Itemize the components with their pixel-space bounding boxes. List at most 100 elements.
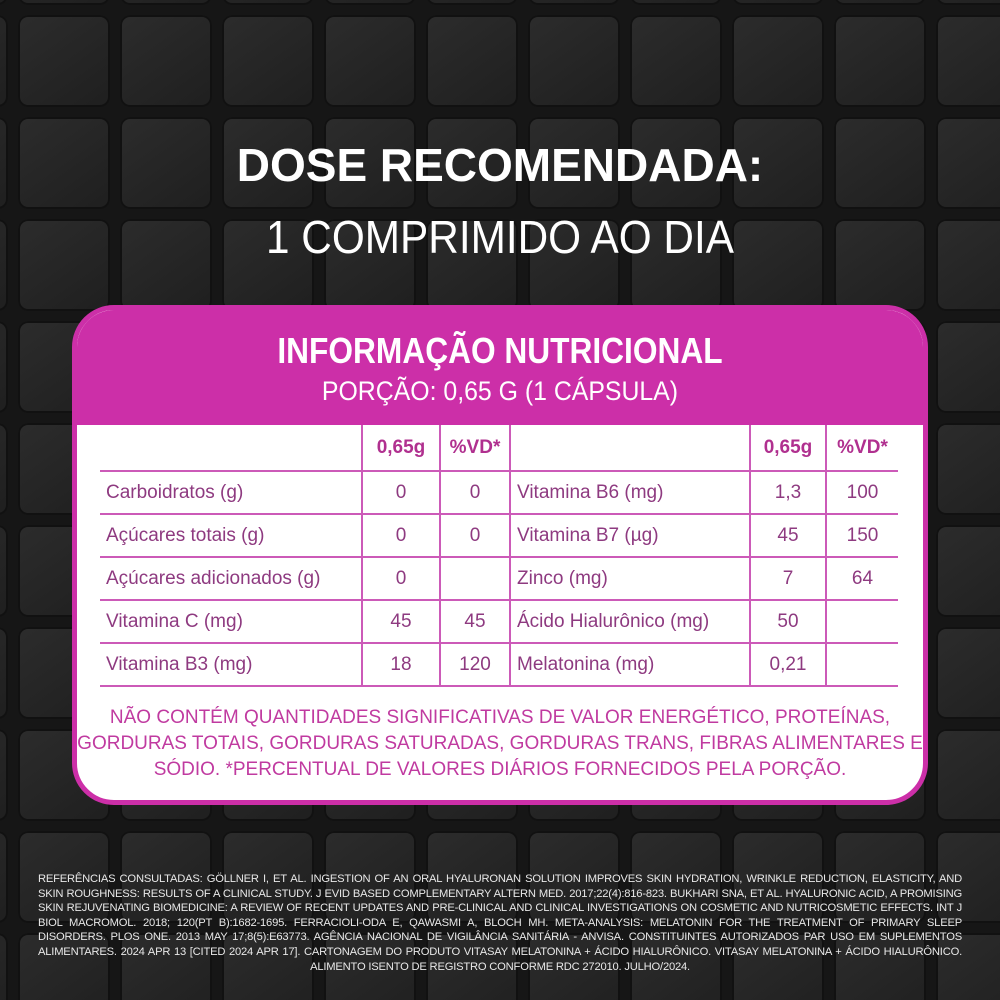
background-tile [222,831,314,923]
background-tile [0,525,8,617]
table-row: Vitamina C (mg) 45 45 Ácido Hialurônico (mg… [100,600,898,644]
background-tile [732,15,824,107]
background-tile [732,831,824,923]
background-tile [936,729,1000,821]
background-tile [0,15,8,107]
nutrient-vd: 150 [825,514,898,558]
nutrient-amount: 50 [749,600,826,644]
nutrition-table: 0,65g %VD* 0,65g %VD* Carboidratos (g) 0 0… [100,425,898,687]
nutrient-vd: 0 [439,514,510,558]
background-tile [426,219,518,311]
background-tile [528,933,620,1000]
background-tile [426,15,518,107]
background-tile [324,117,416,209]
nutrient-name: Vitamina B3 (mg) [100,643,362,687]
background-tile [0,117,8,209]
background-tile [324,933,416,1000]
background-tile [936,525,1000,617]
nutrition-header: INFORMAÇÃO NUTRICIONAL PORÇÃO: 0,65 G (1… [77,310,923,425]
nutrition-footnote: NÃO CONTÉM QUANTIDADES SIGNIFICATIVAS DE… [77,707,923,780]
background-tile [732,117,824,209]
background-tile [0,219,8,311]
dose-title: DOSE RECOMENDADA: [236,139,764,191]
background-tile [120,0,212,5]
background-tile [426,933,518,1000]
background-tile [0,933,8,1000]
background-tile [732,0,824,5]
background-tile [630,831,722,923]
background-tile [528,15,620,107]
background-tile [630,933,722,1000]
background-tile [936,321,1000,413]
background-tile [936,0,1000,5]
background-tile [834,933,926,1000]
background-tile [834,219,926,311]
background-tile [18,0,110,5]
nutrient-amount: 0,21 [749,643,826,687]
background-tile [18,933,110,1000]
nutrient-vd: 100 [825,471,898,515]
nutrient-name: Melatonina (mg) [509,643,750,687]
nutrient-amount: 1,3 [749,471,826,515]
background-tile [0,0,8,5]
background-tile [0,321,8,413]
background-tile [222,0,314,5]
nutrient-vd: 0 [439,471,510,515]
background-tile [426,117,518,209]
header-amount: 0,65g [749,425,826,472]
nutrition-card: INFORMAÇÃO NUTRICIONAL PORÇÃO: 0,65 G (1… [72,305,928,805]
nutrient-amount: 0 [361,471,440,515]
table-header-row: 0,65g %VD* 0,65g %VD* [100,425,898,472]
background-tile [426,831,518,923]
background-tile [630,117,722,209]
header-amount: 0,65g [361,425,440,472]
background-tile [834,117,926,209]
nutrient-name: Vitamina B7 (µg) [509,514,750,558]
table-row: Vitamina B3 (mg) 18 120 Melatonina (mg) 0,21 [100,643,898,687]
nutrition-title: INFORMAÇÃO NUTRICIONAL [277,330,723,371]
background-tile [18,117,110,209]
nutrient-amount: 45 [361,600,440,644]
background-tile [834,831,926,923]
background-tile [528,219,620,311]
background-tile [120,15,212,107]
nutrient-name: Açúcares adicionados (g) [100,557,362,601]
background-tile [18,219,110,311]
background-tile [120,117,212,209]
table-row: Carboidratos (g) 0 0 Vitamina B6 (mg) 1,3 100 [100,471,898,515]
header-vd: %VD* [825,425,898,472]
background-tile [630,219,722,311]
nutrient-vd [439,557,510,601]
background-tile [528,831,620,923]
background-tile [936,15,1000,107]
background-tile [936,831,1000,923]
nutrient-vd: 120 [439,643,510,687]
background-tile [426,0,518,5]
background-tile [630,15,722,107]
background-tile [936,423,1000,515]
background-tile [0,423,8,515]
nutrient-amount: 18 [361,643,440,687]
background-tile [18,15,110,107]
references-text: REFERÊNCIAS CONSULTADAS: GÖLLNER I, ET A… [38,873,962,973]
nutrient-vd: 45 [439,600,510,644]
header-vd: %VD* [439,425,510,472]
background-tile [324,0,416,5]
background-tile [732,219,824,311]
background-tile [324,831,416,923]
nutrient-name: Vitamina C (mg) [100,600,362,644]
nutrient-amount: 7 [749,557,826,601]
background-tile [732,933,824,1000]
portion-label: PORÇÃO: 0,65 G (1 CÁPSULA) [321,376,679,406]
background-tile [936,627,1000,719]
background-tile [222,15,314,107]
nutrient-vd [825,600,898,644]
background-tile [0,627,8,719]
background-tile [222,219,314,311]
table-row: Açúcares totais (g) 0 0 Vitamina B7 (µg) 45 1… [100,514,898,558]
background-tile [0,831,8,923]
background-tile [528,117,620,209]
nutrient-amount: 0 [361,557,440,601]
background-tile [0,729,8,821]
nutrient-amount: 45 [749,514,826,558]
